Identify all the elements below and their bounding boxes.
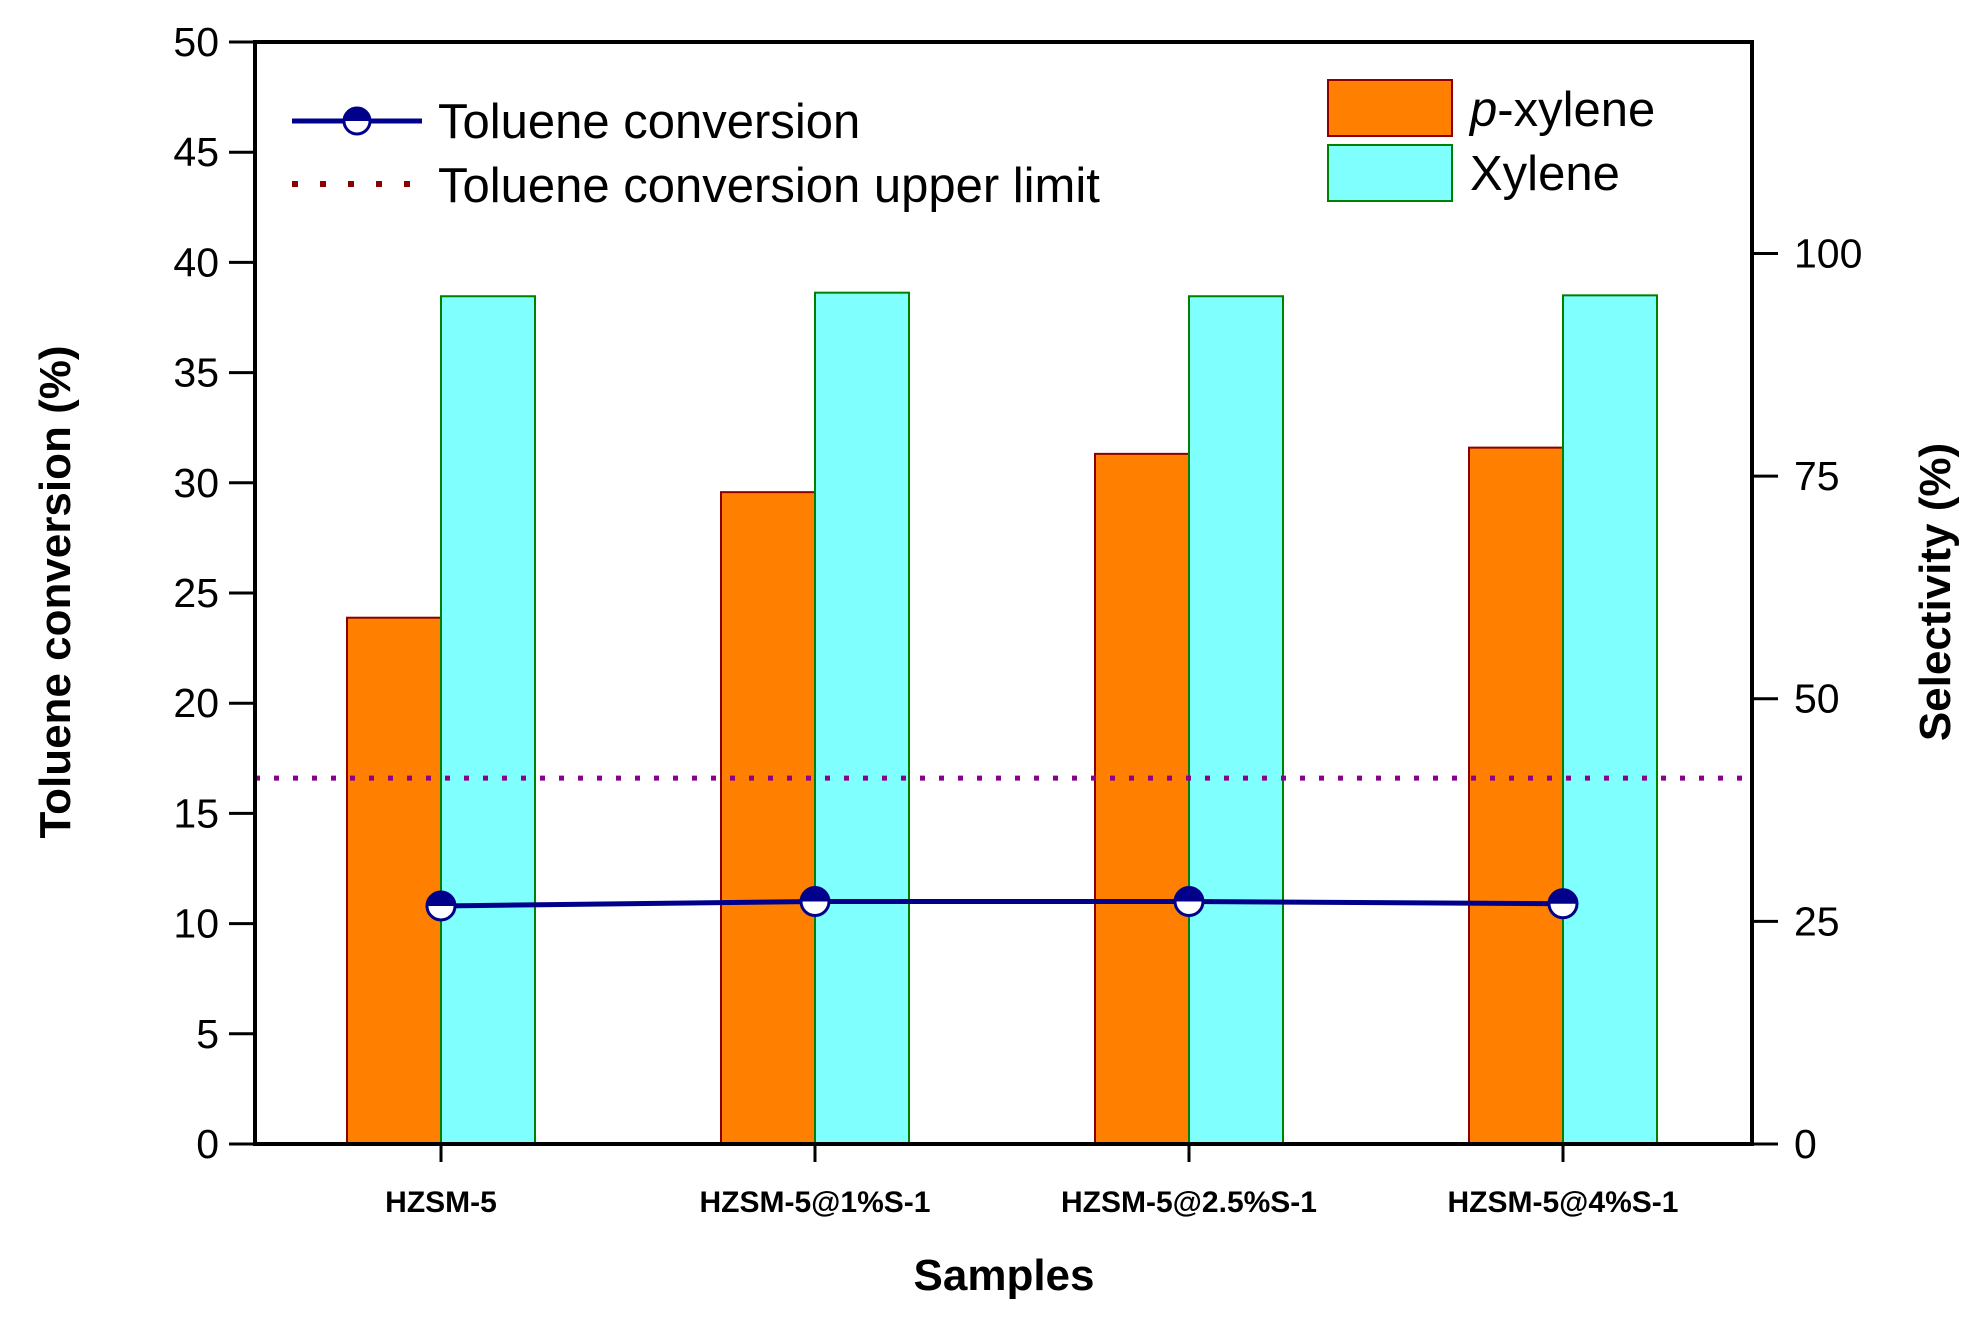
y-tick-label-45: 45 [173, 129, 219, 175]
legend-line-label: Toluene conversion [438, 95, 860, 149]
conversion-point-fill-1 [801, 887, 829, 902]
bar-xylene-0 [440, 295, 536, 1145]
legend-pxylene-swatch [1327, 79, 1453, 137]
y2-axis-title: Selectivity (%) [1911, 443, 1960, 741]
legend-xylene-label: Xylene [1470, 147, 1620, 201]
legend-pxylene-label: p-xylene [1468, 83, 1655, 137]
y-tick-label-5: 5 [196, 1011, 219, 1057]
y-tick-label-15: 15 [173, 790, 219, 836]
y-tick-label-0: 0 [196, 1121, 219, 1167]
x-tick-label-3: HZSM-5@4%S-1 [1448, 1186, 1679, 1219]
bar-pxylene-0 [346, 616, 442, 1145]
x-tick-label-2: HZSM-5@2.5%S-1 [1061, 1186, 1317, 1219]
y-axis-title: Toluene conversion (%) [31, 345, 80, 838]
x-tick-label-0: HZSM-5 [385, 1186, 497, 1219]
y-tick-label-50: 50 [173, 19, 219, 65]
bar-xylene-1 [814, 291, 910, 1145]
bars-layer [346, 291, 1658, 1145]
y-tick-label-20: 20 [173, 680, 219, 726]
legend-xylene-swatch [1327, 144, 1453, 202]
conversion-point-fill-3 [1549, 889, 1577, 904]
x-axis: HZSM-5 HZSM-5@1%S-1 HZSM-5@2.5%S-1 HZSM-5@4… [385, 1144, 1678, 1219]
y-tick-label-35: 35 [173, 350, 219, 396]
y-tick-label-30: 30 [173, 460, 219, 506]
conversion-point-fill-0 [427, 891, 455, 906]
bar-pxylene-1 [720, 491, 816, 1145]
y-tick-label-40: 40 [173, 239, 219, 285]
y2-tick-label-0: 0 [1794, 1121, 1817, 1167]
y2-tick-label-25: 25 [1794, 898, 1840, 944]
bar-pxylene-2 [1094, 452, 1190, 1145]
y-tick-label-25: 25 [173, 570, 219, 616]
y2-tick-label-50: 50 [1794, 676, 1840, 722]
y-tick-label-10: 10 [173, 901, 219, 947]
bar-pxylene-3 [1468, 446, 1564, 1145]
legend-right: p-xylene Xylene [1327, 79, 1655, 202]
legend-left: Toluene conversion Toluene conversion up… [292, 95, 1100, 213]
conversion-line-layer [425, 886, 1579, 922]
y2-tick-label-100: 100 [1794, 230, 1862, 276]
conversion-point-fill-2 [1175, 887, 1203, 902]
x-axis-title: Samples [914, 1251, 1095, 1300]
bar-xylene-3 [1562, 294, 1658, 1145]
x-tick-label-1: HZSM-5@1%S-1 [700, 1186, 931, 1219]
legend-line-marker-fill [344, 108, 370, 121]
y2-tick-label-75: 75 [1794, 453, 1840, 499]
bar-xylene-2 [1188, 295, 1284, 1145]
conversion-line [440, 899, 1564, 909]
legend-ref-label: Toluene conversion upper limit [438, 159, 1100, 213]
right-axis: 0 25 50 75 100 [1752, 230, 1862, 1167]
left-axis: 0 5 10 15 20 25 30 35 40 45 50 [173, 19, 255, 1167]
